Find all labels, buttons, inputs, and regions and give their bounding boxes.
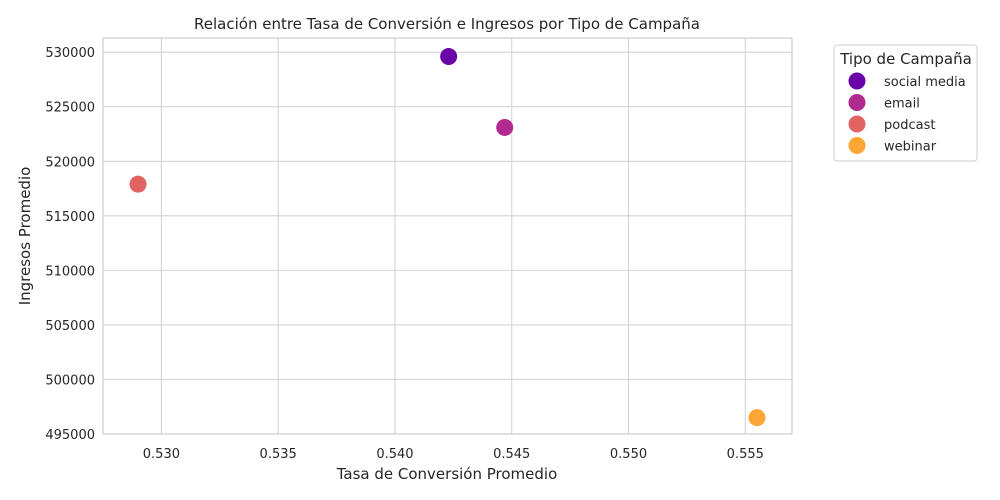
y-tick-label: 520000 <box>45 155 95 170</box>
x-tick-label: 0.545 <box>493 447 530 462</box>
y-axis-label: Ingresos Promedio <box>16 167 34 306</box>
plot-area-background <box>103 38 792 434</box>
legend-marker <box>848 94 866 111</box>
legend-label: social media <box>884 75 966 90</box>
y-tick-label: 495000 <box>45 428 95 443</box>
y-tick-label: 500000 <box>45 373 95 388</box>
y-tick-label: 525000 <box>45 101 95 116</box>
legend-marker <box>848 137 866 154</box>
legend-label: email <box>884 97 920 112</box>
x-axis-label: Tasa de Conversión Promedio <box>336 465 558 483</box>
y-tick-label: 505000 <box>45 319 95 334</box>
legend-title: Tipo de Campaña <box>839 50 972 68</box>
legend-frame <box>833 44 978 162</box>
legend: Tipo de Campaña social media email podcast… <box>833 44 978 162</box>
legend-label: webinar <box>884 140 937 155</box>
legend-marker <box>848 72 866 90</box>
x-tick-label: 0.550 <box>610 447 647 462</box>
data-point-webinar <box>748 409 766 427</box>
y-tick-label: 510000 <box>45 264 95 279</box>
legend-marker <box>848 115 866 133</box>
x-tick-label: 0.535 <box>260 447 297 462</box>
y-tick-label: 515000 <box>45 210 95 225</box>
x-tick-label: 0.540 <box>376 447 413 462</box>
plot-frame <box>102 37 793 435</box>
data-point-podcast <box>129 175 147 193</box>
chart-title: Relación entre Tasa de Conversión e Ingr… <box>194 15 700 33</box>
data-point-email <box>496 118 514 136</box>
y-tick-label: 530000 <box>45 46 95 61</box>
data-point-social-media <box>440 48 458 66</box>
x-tick-label: 0.530 <box>143 447 180 462</box>
legend-label: podcast <box>884 118 935 133</box>
x-tick-label: 0.555 <box>727 447 764 462</box>
